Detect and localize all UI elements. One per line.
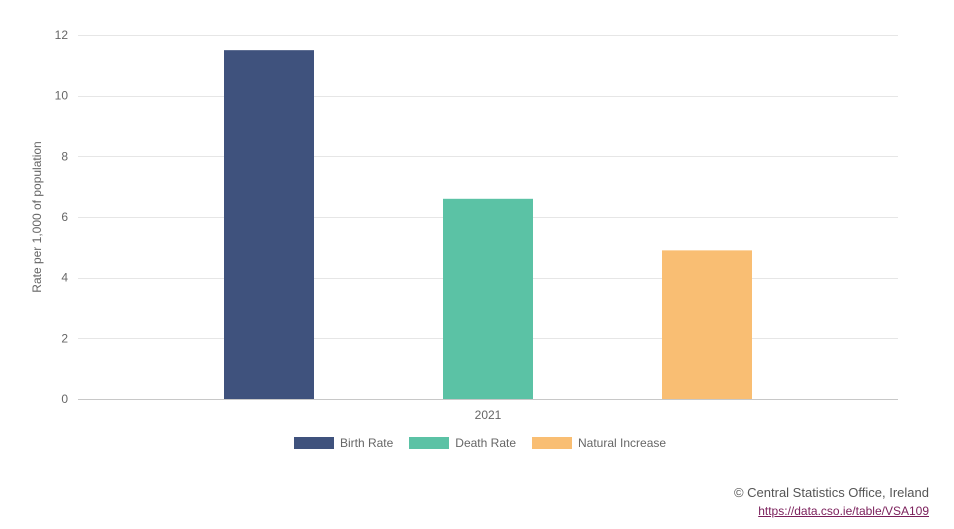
y-tick-label: 4 [61,271,68,285]
y-axis-title: Rate per 1,000 of population [30,141,44,292]
legend-item-natural-increase[interactable]: Natural Increase [532,436,666,450]
y-tick-label: 8 [61,149,68,163]
x-tick-label: 2021 [475,408,502,422]
legend-swatch [293,437,334,449]
bar-birth-rate[interactable] [224,50,314,400]
legend-label: Death Rate [455,436,516,450]
y-axis-ticks: 0 2 4 6 8 10 12 [55,28,69,406]
bars [224,50,752,400]
legend: Birth Rate Death Rate Natural Increase [0,436,954,450]
y-tick-label: 12 [55,28,69,42]
y-tick-label: 2 [61,331,68,345]
bar-chart: 0 2 4 6 8 10 12 2021 Rate per 1,000 of populat… [30,28,898,422]
legend-swatch [532,437,572,449]
legend-label: Birth Rate [339,436,394,450]
y-tick-label: 0 [61,392,68,406]
credits: © Central Statistics Office, Ireland htt… [734,484,929,520]
y-tick-label: 10 [55,89,69,103]
y-tick-label: 6 [61,210,68,224]
bar-death-rate[interactable] [443,198,533,399]
bar-natural-increase[interactable] [662,250,752,399]
legend-label: Natural Increase [578,436,667,450]
legend-swatch [409,437,450,449]
legend-item-death-rate[interactable]: Death Rate [409,436,516,450]
credits-source: © Central Statistics Office, Ireland [733,485,929,500]
credits-link[interactable]: https://data.cso.ie/table/VSA109 [758,504,929,518]
legend-item-birth-rate[interactable]: Birth Rate [293,436,394,450]
